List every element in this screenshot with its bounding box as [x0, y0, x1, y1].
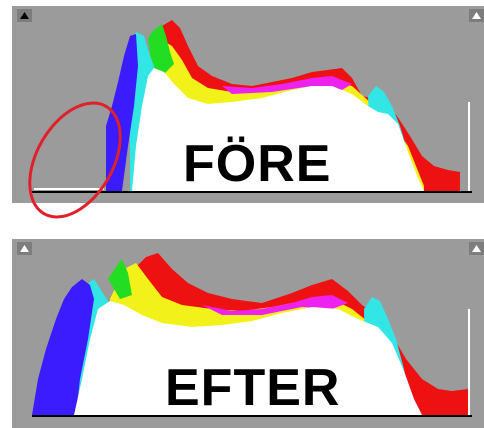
- triangle-up-icon: [472, 12, 481, 19]
- label-before: FÖRE: [183, 135, 332, 193]
- highlight-spike: [468, 309, 470, 415]
- luminance-channel: [132, 68, 424, 191]
- histogram-panel-after: EFTER: [12, 239, 484, 428]
- histogram-panel-before: FÖRE: [12, 6, 484, 203]
- highlight-clipping-warning-button[interactable]: [469, 9, 484, 22]
- triangle-up-icon: [20, 12, 29, 19]
- blue-channel: [32, 279, 94, 415]
- green-channel: [108, 259, 132, 299]
- shadow-clipping-warning-button[interactable]: [17, 242, 32, 255]
- histogram-graph-after: [32, 253, 470, 415]
- label-after: EFTER: [165, 359, 341, 417]
- shadow-pixels: [34, 188, 104, 190]
- green-channel: [148, 24, 174, 76]
- baseline: [32, 415, 472, 417]
- magenta-channel: [222, 76, 352, 94]
- luminance-channel: [74, 301, 422, 415]
- shadow-clipping-warning-button[interactable]: [17, 9, 32, 22]
- triangle-up-icon: [472, 245, 481, 252]
- magenta-channel: [202, 295, 348, 315]
- triangle-up-icon: [20, 245, 29, 252]
- highlight-spike: [468, 102, 470, 192]
- highlight-clipping-warning-button[interactable]: [469, 242, 484, 255]
- baseline: [32, 191, 472, 193]
- histogram-graph-before: [34, 20, 470, 192]
